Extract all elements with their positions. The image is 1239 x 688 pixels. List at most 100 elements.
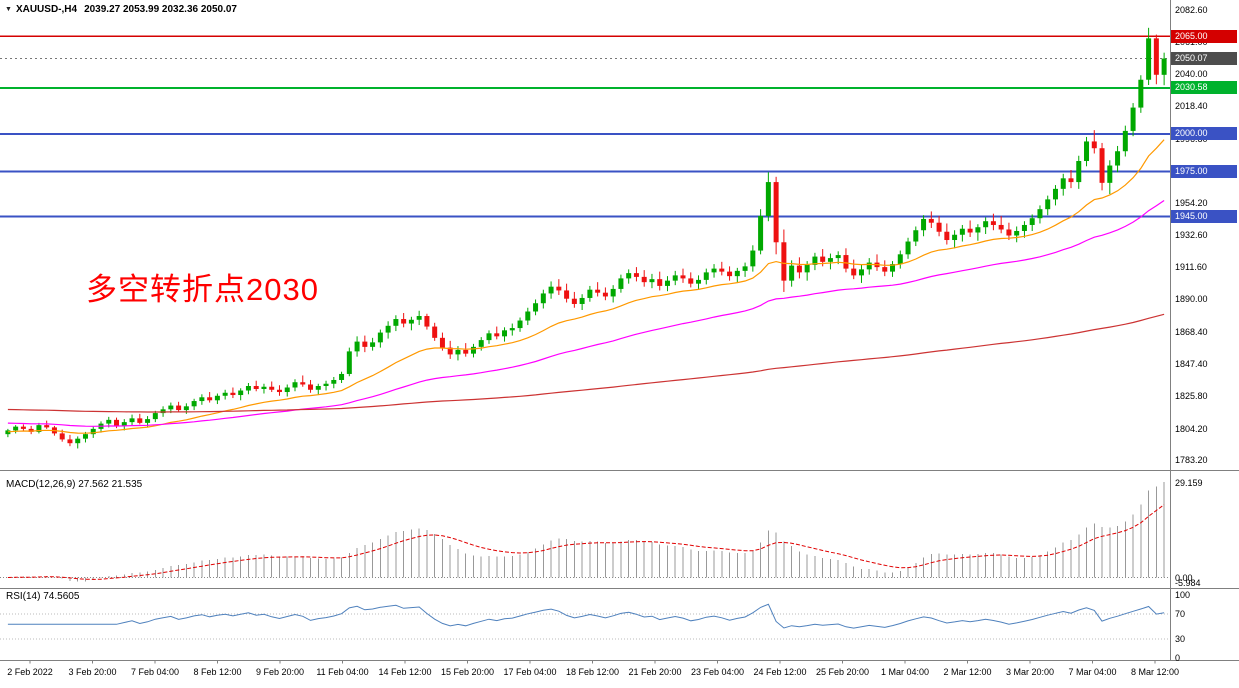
time-axis-label: 23 Feb 04:00 [690, 667, 745, 677]
candle-bullish [152, 413, 158, 420]
candle-bearish [230, 392, 236, 396]
candle-bearish [641, 276, 647, 283]
candle-bullish [858, 269, 864, 276]
candle-bullish [1021, 224, 1027, 231]
candle-bullish [711, 268, 717, 273]
candle-bearish [362, 341, 368, 347]
candle-bullish [408, 319, 414, 324]
price-axis[interactable]: 2082.602061.002040.002018.401996.801975.… [1171, 0, 1239, 663]
candle-bullish [222, 392, 228, 396]
candle-bullish [1084, 141, 1090, 162]
candle-bullish [183, 406, 189, 411]
candle-bearish [424, 316, 430, 327]
candle-bullish [416, 316, 422, 320]
candle-bullish [827, 258, 833, 262]
candle-bearish [820, 256, 826, 262]
candle-bullish [354, 341, 360, 352]
price-axis-label: 1825.80 [1175, 391, 1208, 402]
candle-bearish [595, 289, 601, 293]
time-axis-label: 2 Mar 12:00 [943, 667, 992, 677]
price-axis-label: 2082.60 [1175, 4, 1208, 15]
macd-axis-label: -5.984 [1175, 577, 1201, 588]
symbol-info-bar: ▼ XAUUSD-,H4 2039.27 2053.99 2032.36 2050.… [5, 4, 237, 15]
candle-bearish [176, 405, 182, 411]
candle-bullish [835, 255, 841, 259]
candle-bullish [455, 349, 461, 355]
candle-bearish [680, 275, 686, 279]
candle-bullish [983, 221, 989, 228]
candle-bullish [975, 227, 981, 233]
candle-bullish [959, 228, 965, 235]
candle-bullish [1076, 161, 1082, 183]
candle-bearish [967, 228, 973, 233]
macd-signal-line [7, 504, 1165, 580]
price-level-badge: 1975.00 [1171, 165, 1237, 179]
candle-bullish [696, 279, 702, 284]
candle-bullish [664, 280, 670, 286]
candle-bearish [269, 386, 275, 390]
candle-bullish [315, 386, 321, 390]
candle-bullish [905, 241, 911, 255]
candle-bullish [540, 293, 546, 304]
candle-bullish [626, 273, 632, 279]
candle-bearish [688, 278, 694, 284]
candle-bullish [765, 182, 771, 216]
time-axis[interactable]: 2 Feb 2022 3 Feb 20:00 7 Feb 04:00 8 Feb 12… [0, 661, 1239, 688]
candle-bullish [812, 256, 818, 265]
candle-bearish [564, 290, 570, 299]
candle-bullish [377, 332, 383, 343]
candle-bullish [191, 401, 197, 407]
candle-bearish [44, 425, 50, 428]
candle-bullish [1014, 230, 1020, 236]
candle-bearish [990, 221, 996, 225]
candle-bearish [28, 428, 34, 432]
time-axis-label: 2 Feb 2022 [7, 667, 53, 677]
candle-bearish [308, 384, 314, 390]
candle-bearish [602, 292, 608, 297]
price-axis-label: 1890.00 [1175, 294, 1208, 305]
price-axis-label: 1847.40 [1175, 358, 1208, 369]
candle-bullish [1138, 79, 1144, 108]
candle-bullish [789, 265, 795, 281]
candle-bullish [1107, 165, 1113, 183]
candle-bullish [579, 297, 585, 304]
price-level-badge: 2065.00 [1171, 29, 1237, 43]
candle-bullish [509, 328, 515, 331]
candle-bullish [502, 330, 508, 337]
candle-bullish [145, 419, 151, 423]
time-axis-label: 8 Feb 12:00 [193, 667, 242, 677]
price-level-badge: 1945.00 [1171, 210, 1237, 224]
candle-bullish [393, 319, 399, 326]
candle-bullish [238, 390, 244, 396]
time-axis-label: 21 Feb 20:00 [628, 667, 682, 677]
candle-bullish [548, 286, 554, 294]
candle-bullish [5, 430, 11, 435]
candle-bullish [1052, 188, 1058, 200]
rsi-indicator-label: RSI(14) 74.5605 [6, 591, 80, 602]
candle-bullish [486, 333, 492, 341]
candle-bullish [199, 397, 205, 402]
candle-bullish [533, 303, 539, 312]
candle-bullish [370, 342, 376, 347]
candle-bullish [214, 395, 220, 401]
time-axis-label: 7 Mar 04:00 [1068, 667, 1117, 677]
price-axis-label: 1783.20 [1175, 455, 1208, 466]
current-price-badge: 2050.07 [1171, 52, 1237, 66]
candle-bullish [897, 254, 903, 265]
collapse-panel-icon[interactable]: ▼ [5, 6, 12, 13]
candle-bearish [998, 224, 1004, 230]
candle-bearish [571, 298, 577, 304]
time-axis-label: 7 Feb 04:00 [130, 667, 180, 677]
candle-bullish [1060, 178, 1066, 189]
candle-bullish [160, 409, 166, 414]
candle-bearish [114, 419, 120, 426]
candle-bearish [851, 268, 857, 276]
candle-bullish [75, 438, 81, 444]
candle-bullish [1122, 130, 1128, 152]
candle-bearish [633, 273, 639, 277]
candle-bearish [556, 286, 562, 291]
candle-bullish [587, 289, 593, 298]
candle-bearish [494, 333, 500, 337]
